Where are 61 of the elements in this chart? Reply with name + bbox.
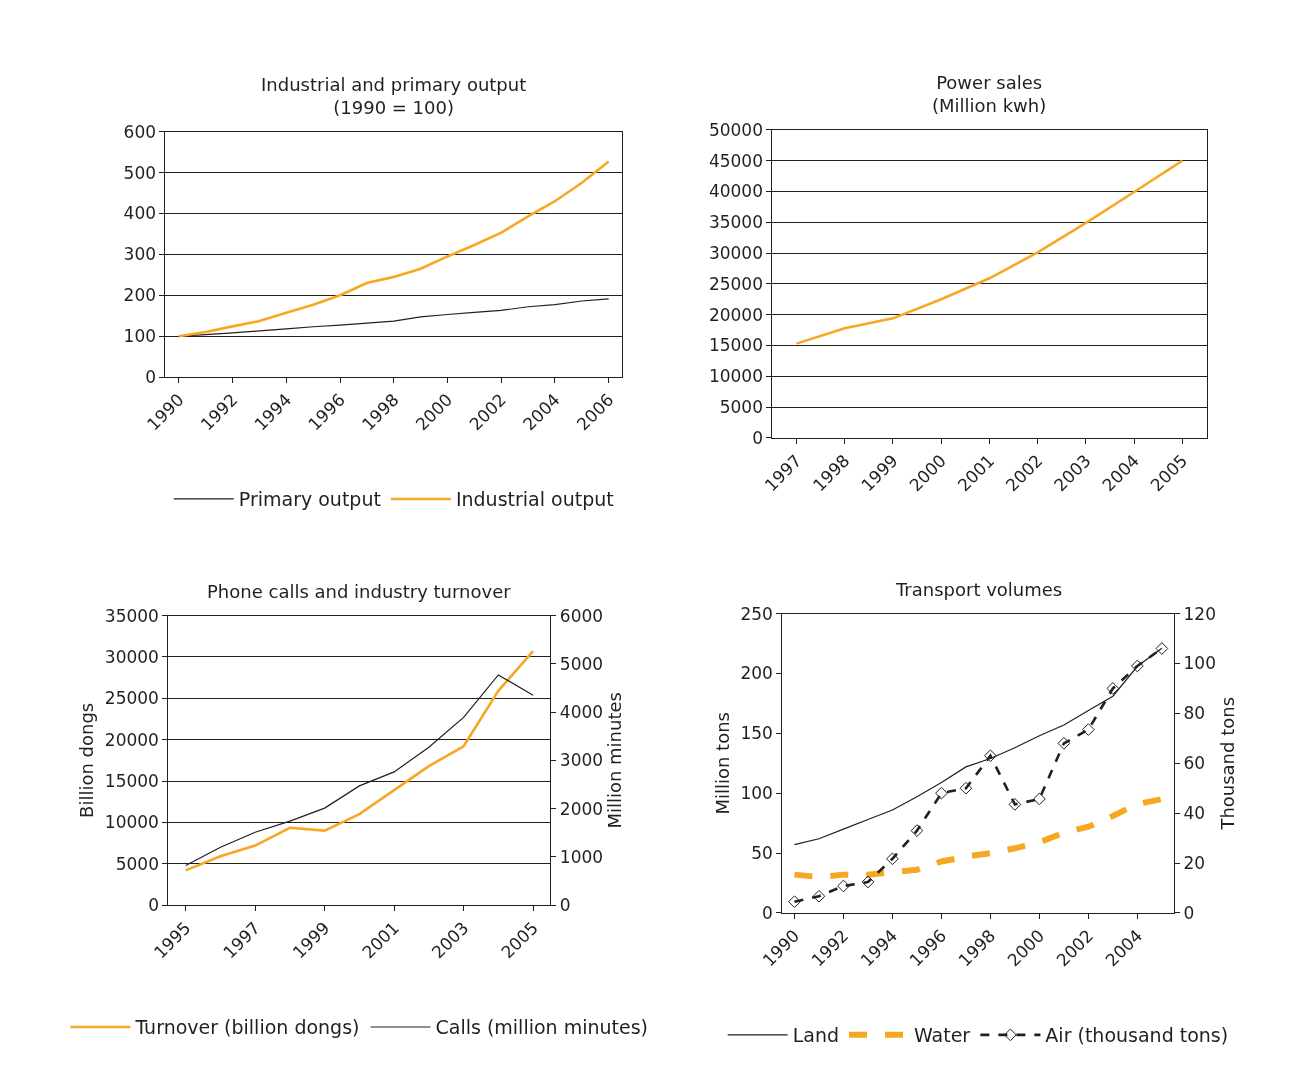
y-tick-label: 30000 — [104, 646, 159, 667]
y2-tick-label: 1000 — [559, 846, 604, 867]
y-tick-label: 0 — [762, 902, 773, 923]
legend-label: Land — [792, 1024, 840, 1047]
y2-axis-title: Million minutes — [604, 692, 626, 829]
y-tick-label: 50 — [751, 843, 773, 864]
legend-label: Primary output — [238, 488, 381, 511]
y-tick-label: 0 — [752, 427, 764, 448]
legend-label: Industrial output — [455, 488, 614, 511]
y-tick-label: 600 — [123, 121, 157, 142]
y-tick-label: 25000 — [708, 273, 764, 294]
y2-tick-label: 0 — [559, 895, 571, 916]
legend-label: Calls (million minutes) — [435, 1016, 648, 1039]
y-tick-label: 400 — [123, 203, 157, 224]
y-tick-label: 15000 — [104, 770, 159, 791]
y-tick-label: 10000 — [104, 812, 159, 833]
y2-tick-label: 120 — [1183, 603, 1216, 624]
y-tick-label: 50000 — [708, 119, 764, 140]
y2-axis-title: Thousand tons — [1217, 696, 1239, 831]
y-tick-label: 5000 — [115, 853, 159, 874]
y-tick-label: 20000 — [708, 304, 764, 325]
y-tick-label: 0 — [148, 895, 159, 916]
y-tick-label: 200 — [123, 285, 157, 306]
chart-title: Industrial and primary output (1990 = 100) — [261, 74, 527, 119]
chart-title: Phone calls and industry turnover — [207, 581, 512, 602]
legend-label: Water — [914, 1024, 971, 1047]
chart-title: Transport volumes — [895, 579, 1063, 600]
y-tick-label: 200 — [740, 663, 773, 684]
legend-label: Turnover (billion dongs) — [134, 1016, 360, 1039]
y2-tick-label: 6000 — [559, 605, 604, 626]
y-tick-label: 150 — [740, 723, 773, 744]
y-tick-label: 10000 — [708, 366, 764, 387]
y-tick-label: 250 — [740, 603, 773, 624]
y2-tick-label: 100 — [1183, 653, 1216, 674]
y-axis-title: Billion dongs — [76, 702, 98, 818]
legend-label: Air (thousand tons) — [1045, 1024, 1229, 1047]
y2-tick-label: 20 — [1183, 853, 1206, 874]
y2-tick-label: 80 — [1183, 703, 1206, 724]
y-tick-label: 40000 — [708, 181, 764, 202]
y2-tick-label: 5000 — [559, 653, 604, 674]
y-tick-label: 25000 — [104, 688, 159, 709]
y-tick-label: 100 — [123, 326, 157, 347]
y-tick-label: 15000 — [708, 335, 764, 356]
y-tick-label: 20000 — [104, 729, 159, 750]
y-tick-label: 35000 — [708, 212, 764, 233]
y-tick-label: 5000 — [719, 397, 764, 418]
chart-title: Power sales (Million kwh) — [932, 72, 1047, 117]
y-tick-label: 0 — [145, 367, 157, 388]
y2-tick-label: 0 — [1183, 902, 1195, 923]
y2-tick-label: 40 — [1183, 803, 1206, 824]
y-tick-label: 500 — [123, 162, 157, 183]
y2-tick-label: 3000 — [559, 750, 604, 771]
y-axis-title: Million tons — [711, 712, 733, 815]
y2-tick-label: 4000 — [559, 702, 604, 723]
y-tick-label: 100 — [740, 783, 773, 804]
y2-tick-label: 2000 — [559, 798, 604, 819]
y-tick-label: 45000 — [708, 150, 764, 171]
y2-tick-label: 60 — [1183, 753, 1206, 774]
y-tick-label: 30000 — [708, 242, 764, 263]
y-tick-label: 300 — [123, 244, 157, 265]
y-tick-label: 35000 — [104, 605, 159, 626]
